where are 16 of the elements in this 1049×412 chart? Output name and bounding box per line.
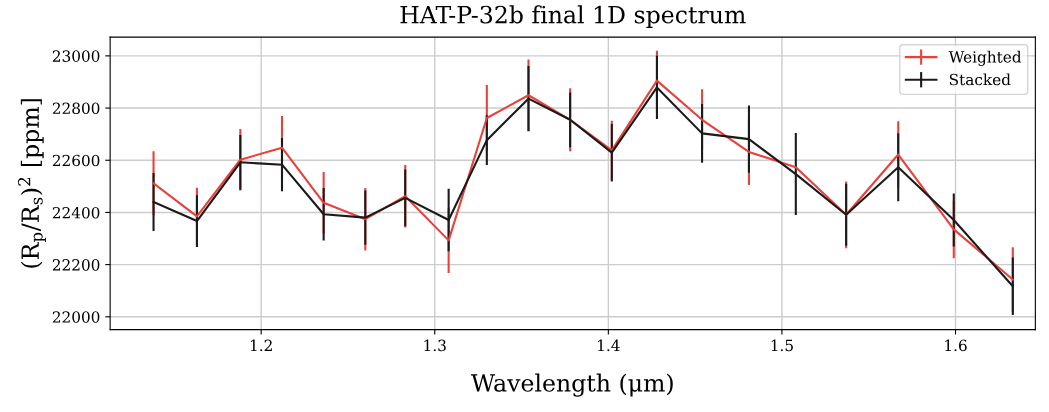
legend-label: Weighted (948, 50, 1022, 66)
x-tick-label: 1.2 (250, 339, 272, 352)
x-tick-label: 1.4 (598, 339, 620, 352)
x-tick-label: 1.3 (424, 339, 446, 352)
y-axis-title: (R$_{p}$/R$_{s}$)$^{2}$ [ppm] (17, 99, 46, 268)
legend-label: Stacked (949, 73, 1011, 86)
y-tick-label: 23000 (52, 50, 100, 62)
y-tick-label: 22000 (52, 311, 100, 323)
y-tick-label: 22600 (52, 154, 100, 167)
x-tick-label: 1.6 (945, 339, 967, 352)
x-tick-label: 1.5 (771, 339, 793, 352)
y-tick-label: 22200 (52, 259, 100, 271)
y-tick-label: 22800 (52, 102, 100, 115)
x-axis-title: Wavelength (μm) (470, 373, 673, 397)
chart-title: HAT-P-32b final 1D spectrum (400, 5, 746, 29)
y-tick-label: 22400 (52, 206, 100, 219)
